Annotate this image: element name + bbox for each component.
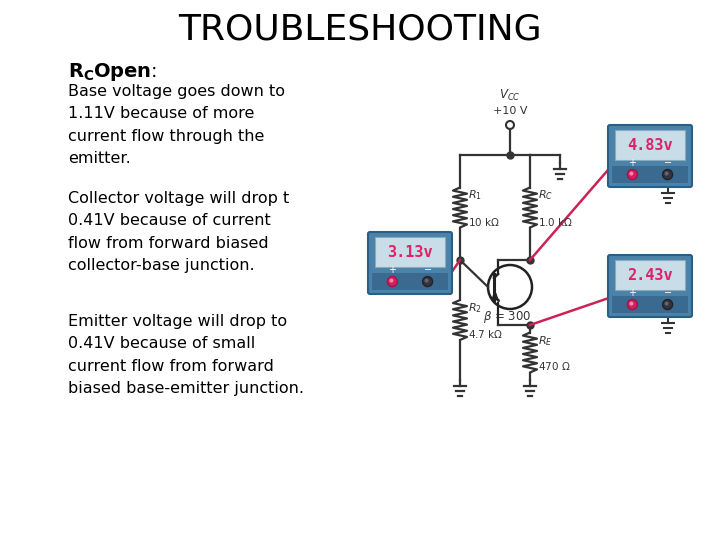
Circle shape (665, 172, 669, 176)
Bar (375, 237, 445, 267)
Text: +: + (629, 158, 636, 167)
Text: Emitter voltage will drop to
0.41V because of small
current flow from forward
bi: Emitter voltage will drop to 0.41V becau… (68, 314, 304, 396)
Text: +: + (388, 265, 397, 274)
Text: TROUBLESHOOTING: TROUBLESHOOTING (178, 13, 542, 47)
Text: $R_2$: $R_2$ (468, 301, 482, 315)
Bar (615, 130, 685, 160)
Text: 470 $\Omega$: 470 $\Omega$ (538, 361, 570, 373)
Text: +10 V: +10 V (492, 106, 527, 116)
Text: +: + (629, 288, 636, 298)
Bar (372, 273, 448, 290)
Text: −: − (664, 288, 672, 298)
Text: −: − (664, 158, 672, 167)
Text: $V_{CC}$: $V_{CC}$ (499, 88, 521, 103)
Text: 3.13v: 3.13v (387, 245, 433, 260)
Text: 2.43v: 2.43v (627, 268, 672, 282)
Text: $R_1$: $R_1$ (468, 188, 482, 202)
Circle shape (629, 172, 634, 176)
Text: $\mathbf{R_C}$: $\mathbf{R_C}$ (68, 62, 94, 83)
Text: $\mathbf{Open}$:: $\mathbf{Open}$: (93, 61, 157, 83)
Text: 1.0 k$\Omega$: 1.0 k$\Omega$ (538, 215, 573, 227)
Bar (612, 166, 688, 183)
Circle shape (423, 276, 433, 287)
Bar (612, 295, 688, 313)
Circle shape (390, 279, 393, 282)
Text: Collector voltage will drop t
0.41V because of current
flow from forward biased
: Collector voltage will drop t 0.41V beca… (68, 191, 289, 273)
Circle shape (627, 170, 637, 180)
Circle shape (662, 300, 672, 309)
Text: 10 k$\Omega$: 10 k$\Omega$ (468, 215, 500, 227)
Circle shape (665, 301, 669, 306)
Text: 4.83v: 4.83v (627, 138, 672, 153)
FancyBboxPatch shape (608, 125, 692, 187)
Text: 4.7 k$\Omega$: 4.7 k$\Omega$ (468, 328, 503, 340)
FancyBboxPatch shape (368, 232, 452, 294)
Text: −: − (423, 265, 432, 274)
Circle shape (425, 279, 428, 282)
Circle shape (662, 170, 672, 180)
FancyBboxPatch shape (608, 255, 692, 317)
Circle shape (629, 301, 634, 306)
Text: $R_C$: $R_C$ (538, 188, 553, 202)
Bar (615, 260, 685, 290)
Circle shape (627, 300, 637, 309)
Text: $\beta$ = 300: $\beta$ = 300 (483, 309, 531, 325)
Circle shape (387, 276, 397, 287)
Text: Base voltage goes down to
1.11V because of more
current flow through the
emitter: Base voltage goes down to 1.11V because … (68, 84, 285, 166)
Text: $R_E$: $R_E$ (538, 334, 553, 348)
